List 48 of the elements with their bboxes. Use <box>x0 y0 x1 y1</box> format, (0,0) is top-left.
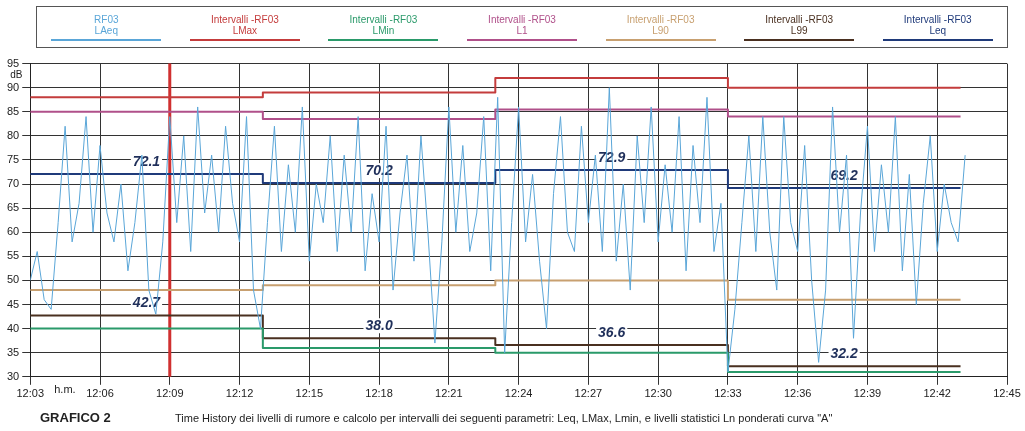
x-tick-label: 12:45 <box>993 387 1021 400</box>
text: Intervalli -RF03 LMin <box>349 13 418 36</box>
text: GRAFICO 2 <box>40 410 111 425</box>
y-tick-label: 65 <box>6 201 20 214</box>
x-tick-label: 12:15 <box>295 387 324 400</box>
x-tick-label: 12:30 <box>644 387 672 400</box>
text: Intervalli -RF03 L90 <box>626 13 695 36</box>
y-tick-label: 40 <box>6 321 20 334</box>
y-axis-title: dB <box>10 68 23 80</box>
y-tick-label: 70 <box>6 177 20 190</box>
x-tick-label: 12:03 <box>16 387 44 400</box>
y-tick-label: 55 <box>6 249 20 262</box>
x-tick-label: 12:36 <box>783 387 812 400</box>
y-tick-label: 80 <box>6 128 20 141</box>
x-tick-label: 12:33 <box>714 387 742 400</box>
x-tick-label: 12:21 <box>435 387 463 400</box>
annotation: 69.2 <box>830 166 858 183</box>
text: Intervalli -RF03 Leq <box>903 13 972 36</box>
text: RF03 LAeq <box>94 13 119 36</box>
annotation: 38.0 <box>365 317 393 334</box>
annotation: 72.1 <box>132 152 161 169</box>
x-tick-label: 12:06 <box>86 387 114 400</box>
annotation: 42.7 <box>131 294 162 311</box>
x-tick-label: 12:42 <box>923 387 951 400</box>
text: Intervalli -RF03 L1 <box>488 13 556 36</box>
x-tick-label: 12:24 <box>504 387 533 400</box>
x-tick-label: 12:09 <box>156 387 184 400</box>
x-tick-label: 12:27 <box>574 387 603 400</box>
y-tick-label: 90 <box>6 80 20 93</box>
annotation: 70.2 <box>365 161 393 178</box>
annotation: 72.9 <box>598 148 626 165</box>
text: Intervalli -RF03 LMax <box>210 13 279 36</box>
y-tick-label: 30 <box>6 369 20 382</box>
y-tick-label: 60 <box>6 225 20 238</box>
y-tick-label: 45 <box>6 297 20 310</box>
y-tick-label: 95 <box>6 56 20 69</box>
y-tick-label: 35 <box>6 345 20 358</box>
x-axis-title: h.m. <box>54 382 76 395</box>
x-tick-label: 12:12 <box>225 387 254 400</box>
text: Intervalli -RF03 L99 <box>765 13 834 36</box>
annotation: 36.6 <box>598 323 626 340</box>
y-tick-label: 75 <box>6 153 20 165</box>
x-tick-label: 12:39 <box>853 387 882 400</box>
y-tick-label: 85 <box>6 104 20 117</box>
y-tick-label: 50 <box>6 273 20 286</box>
text: Time History dei livelli di rumore e calcolo per intervalli dei seguenti parametri: Leq, LMax, Lmin, e livelli statistici Ln ponderati curva "A" <box>175 412 833 424</box>
annotation: 32.2 <box>830 345 858 362</box>
x-tick-label: 12:18 <box>365 387 393 400</box>
